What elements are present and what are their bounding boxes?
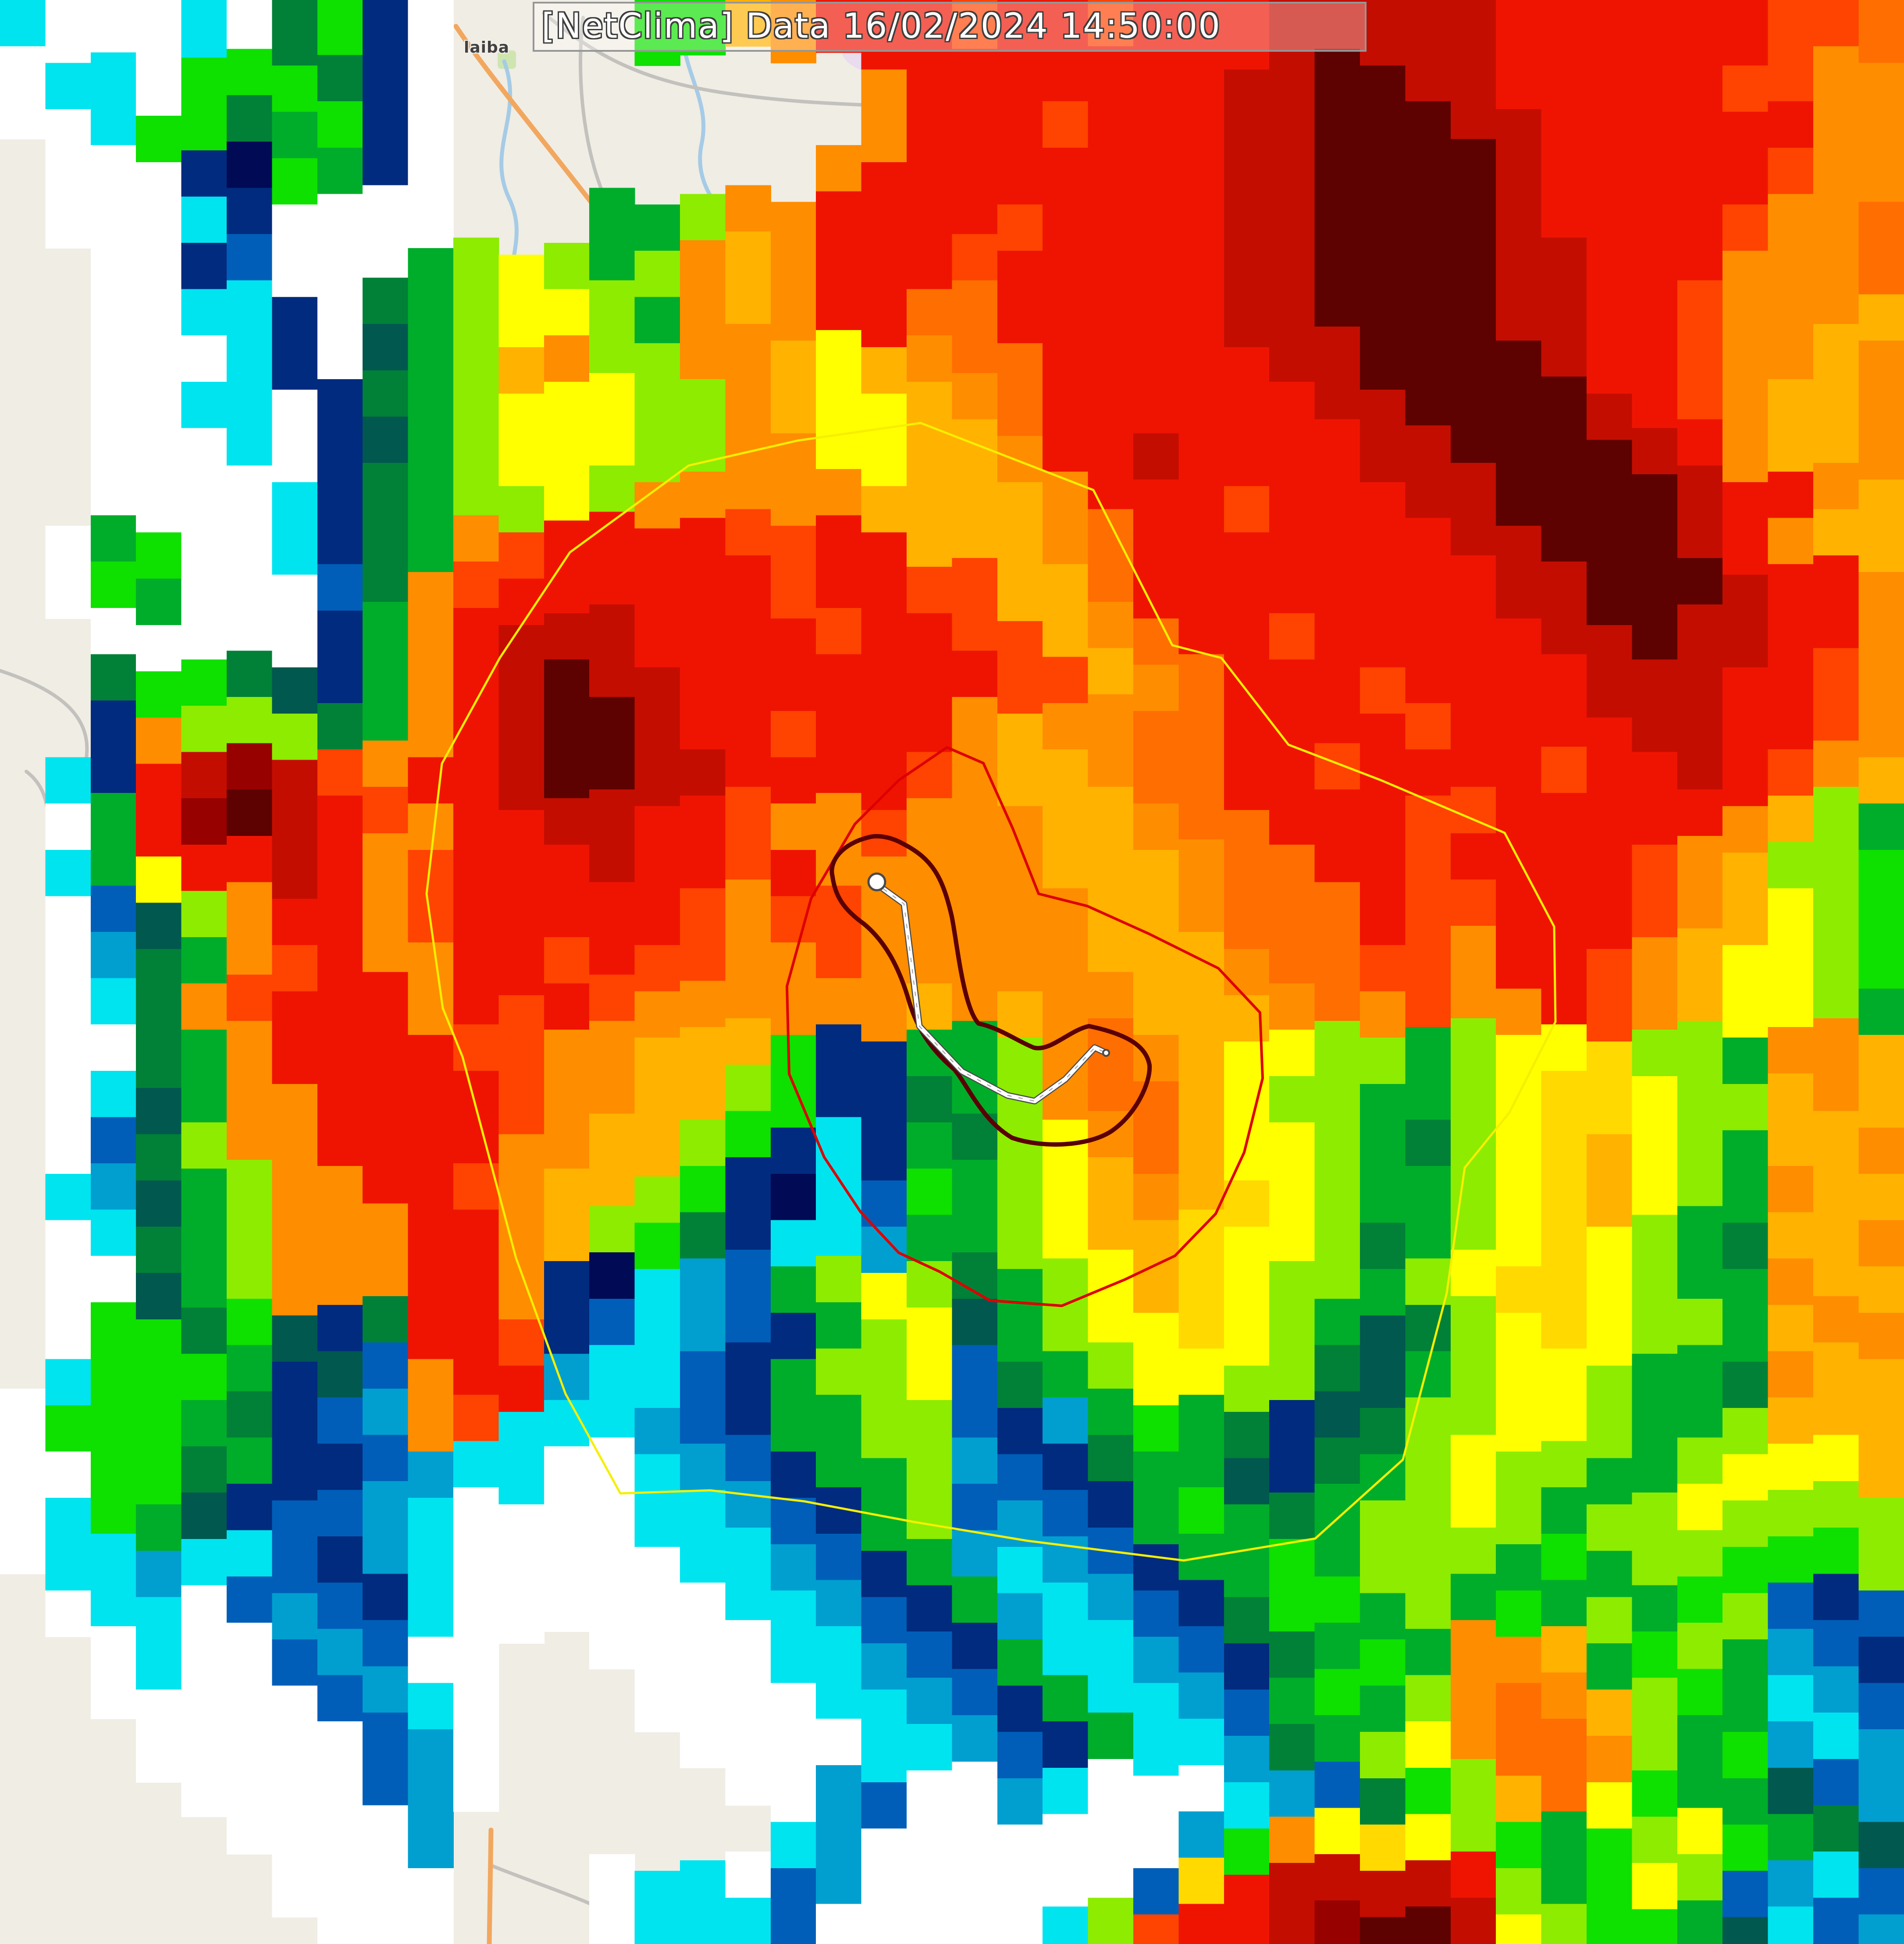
park-area <box>498 50 516 69</box>
core-threshold-contour <box>829 834 1152 1147</box>
storm-track-line <box>881 887 1108 1103</box>
storm-track-dashes <box>883 888 1107 1102</box>
title-overlay: [NetClima] Data 16/02/2024 14:50:00 <box>533 2 1367 52</box>
outer-threshold-contour <box>425 422 1557 1562</box>
track-end-marker <box>1102 1049 1110 1057</box>
highway-line <box>487 1827 494 1944</box>
title-timestamp-text: [NetClima] Data 16/02/2024 14:50:00 <box>541 7 1221 46</box>
middle-threshold-contour <box>786 746 1264 1307</box>
track-start-marker <box>867 872 886 892</box>
map-place-label: laiba <box>464 39 510 57</box>
road-line <box>0 669 89 773</box>
